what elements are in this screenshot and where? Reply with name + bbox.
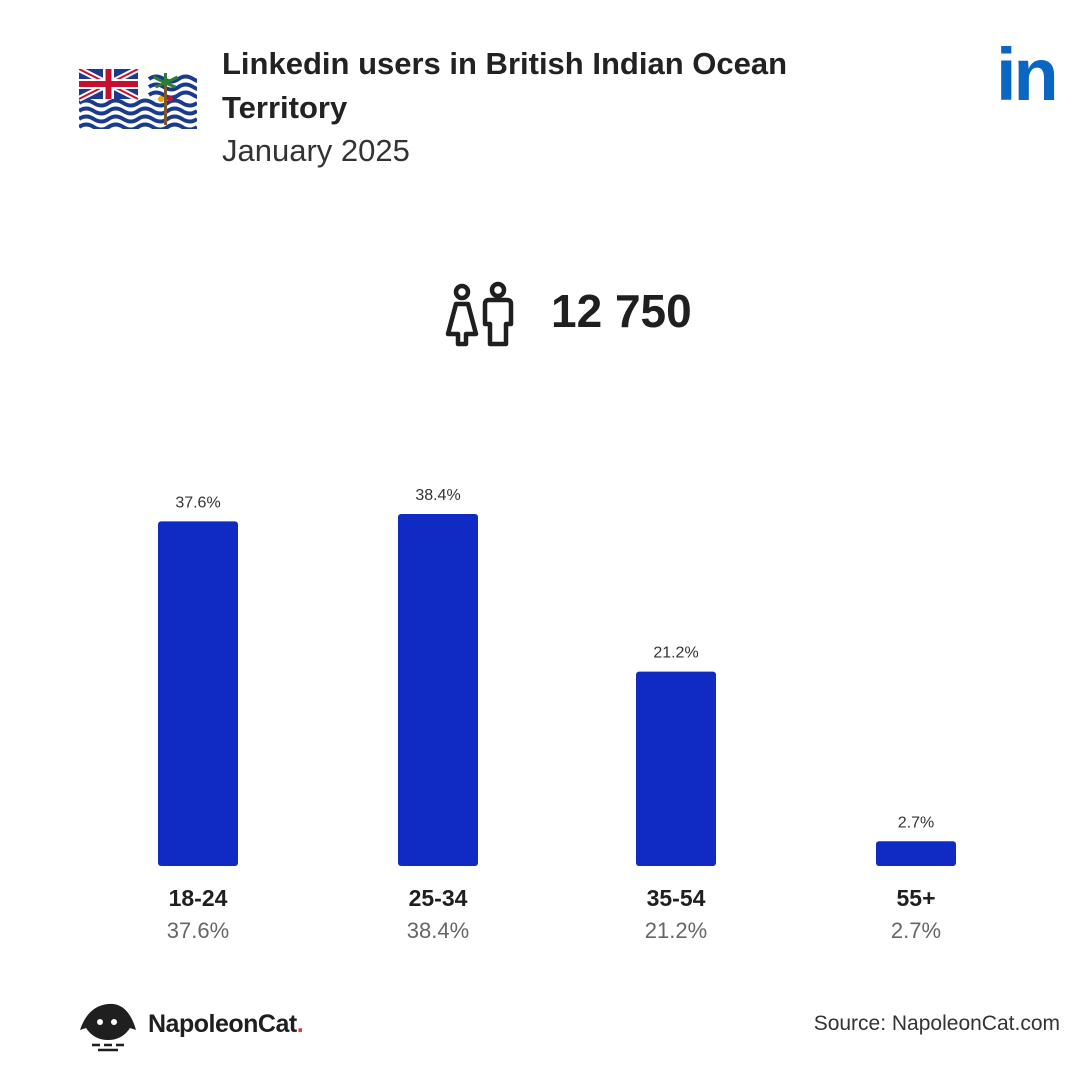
footer-brand-name: NapoleonCat <box>148 1010 297 1038</box>
users-icon <box>445 281 514 347</box>
category-label: 35-54 <box>647 885 706 911</box>
bar-value-label: 37.6% <box>175 494 220 511</box>
age-bar-chart: 37.6% 18-24 37.6% 38.4% 25-34 38.4% 21.2% 35-54… <box>158 487 956 943</box>
bar-value-label: 2.7% <box>898 814 934 831</box>
page-title: Linkedin users in British Indian Ocean T… <box>222 46 788 125</box>
flag-icon <box>79 69 197 129</box>
category-label: 18-24 <box>169 885 228 911</box>
bar-55+ <box>876 841 956 866</box>
napoleoncat-logo-icon <box>80 1003 136 1052</box>
bar-25-34 <box>398 514 478 866</box>
bar-value-label: 38.4% <box>415 487 460 504</box>
category-label: 55+ <box>896 885 935 911</box>
category-percent-label: 37.6% <box>167 918 229 943</box>
source-text: Source: NapoleonCat.com <box>813 1012 1060 1035</box>
category-percent-label: 21.2% <box>645 918 707 943</box>
bar-35-54 <box>636 671 716 866</box>
bar-18-24 <box>158 521 238 866</box>
category-percent-label: 38.4% <box>407 918 469 943</box>
page-subtitle: January 2025 <box>222 133 410 168</box>
total-users-value: 12 750 <box>551 285 692 337</box>
footer-brand: NapoleonCat. <box>148 1010 304 1039</box>
category-label: 25-34 <box>409 885 468 911</box>
linkedin-logo: in <box>996 33 1059 116</box>
category-percent-label: 2.7% <box>891 918 941 943</box>
footer-brand-dot: . <box>296 1010 304 1038</box>
bar-value-label: 21.2% <box>653 645 698 662</box>
